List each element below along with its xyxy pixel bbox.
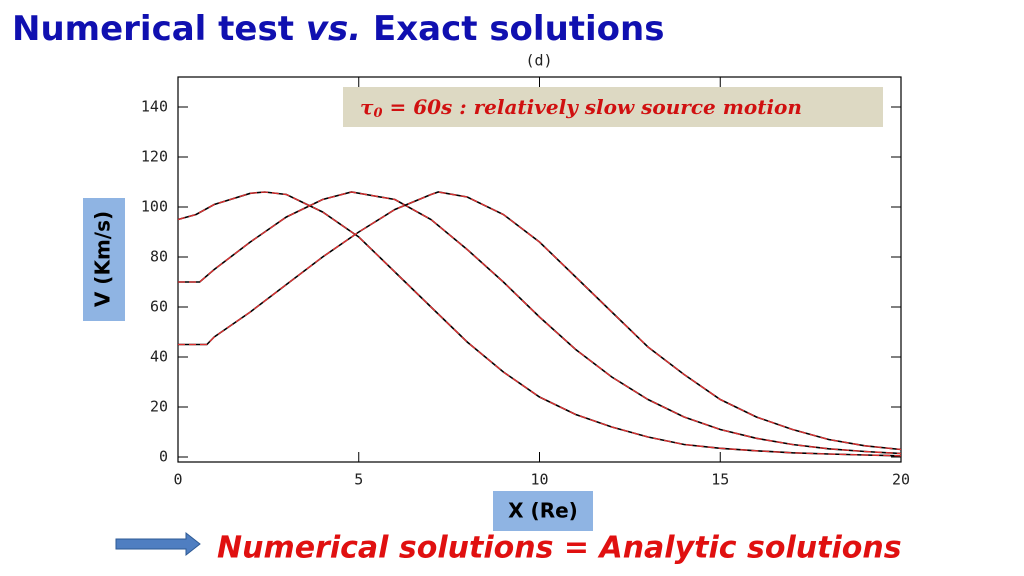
series-line (177, 191, 902, 457)
y-tick-label: 0 (159, 448, 168, 466)
x-tick-label: 15 (711, 471, 729, 489)
y-tick-label: 60 (150, 298, 168, 316)
arrow-icon (115, 531, 201, 557)
title-part: Exact solutions (361, 9, 664, 49)
x-tick-label: 0 (173, 471, 182, 489)
ylabel-box (83, 198, 125, 321)
y-tick-label: 140 (141, 98, 168, 116)
series-line-overlay (178, 191, 902, 451)
x-tick-label: 10 (530, 471, 548, 489)
conclusion: Numerical solutions = Analytic solutions (217, 531, 902, 566)
annotation: τ0 = 60s : relatively slow source motion (360, 95, 802, 121)
series-line-overlay (178, 191, 902, 455)
y-axis-label: V (Km/s) (91, 211, 115, 307)
y-tick-label: 100 (141, 198, 168, 216)
y-tick-label: 120 (141, 148, 168, 166)
x-axis-label: X (Re) (508, 499, 578, 523)
annotation-part: 0 (373, 106, 382, 121)
series-line (178, 191, 902, 455)
x-tick-label: 5 (354, 471, 363, 489)
title-part: vs. (306, 9, 361, 49)
annotation-part: = 60s : relatively slow source motion (383, 95, 802, 119)
slide-title: Numerical test vs. Exact solutions (12, 9, 664, 49)
series-line-overlay (177, 191, 902, 457)
title-part: Numerical test (12, 9, 306, 49)
xlabel-box (493, 491, 593, 531)
y-tick-label: 80 (150, 248, 168, 266)
plot-frame (177, 76, 902, 463)
chart-subtitle: (d) (525, 52, 552, 70)
x-tick-label: 20 (892, 471, 910, 489)
annotation-part: τ (360, 95, 374, 119)
series-line (178, 191, 902, 451)
annotation-box (343, 87, 883, 127)
y-tick-label: 20 (150, 398, 168, 416)
y-tick-label: 40 (150, 348, 168, 366)
